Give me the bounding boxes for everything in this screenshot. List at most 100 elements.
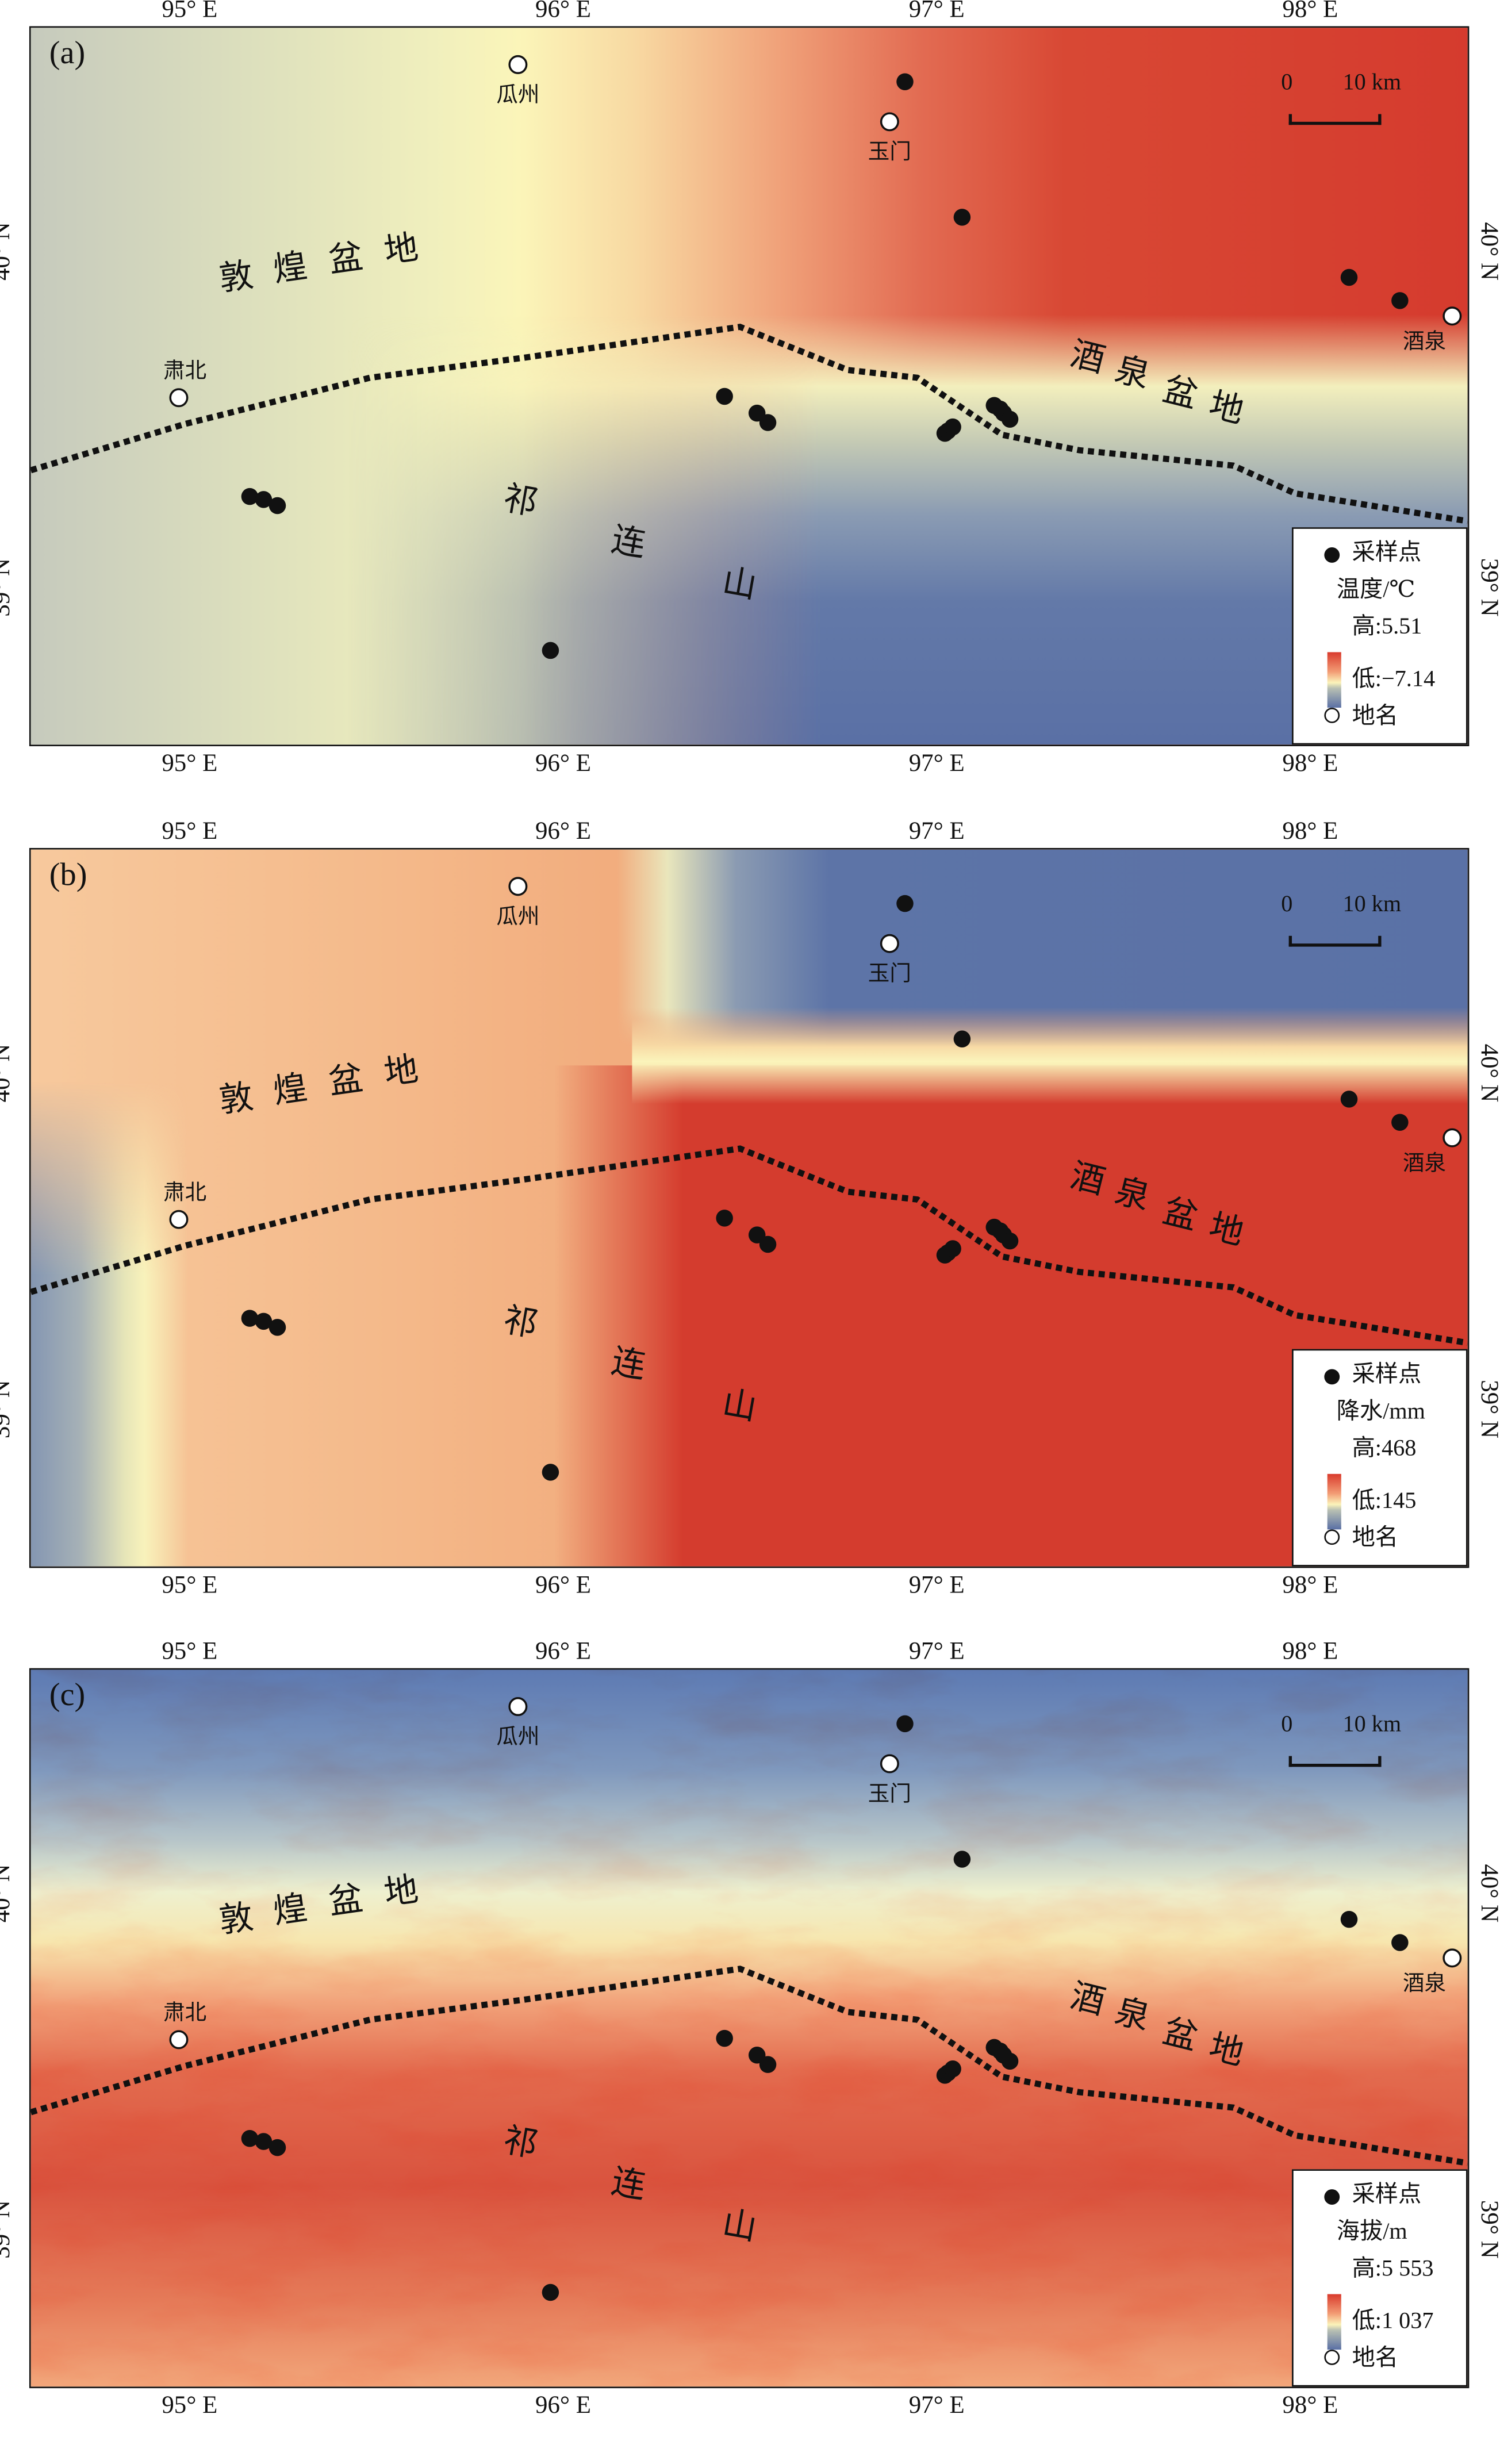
place-label: 肃北	[163, 1182, 207, 1206]
legend: 采样点 降水/mm 高:468 低:145 地名	[1292, 1349, 1468, 1567]
scale-bar-zero: 0	[1281, 892, 1293, 918]
basin-mountain-boundary-line	[30, 324, 1468, 524]
dunhuang-basin-label-char: 煌	[270, 1888, 310, 1931]
map-overlay	[30, 55, 1468, 659]
lon-tick-top-label: 97° E	[908, 0, 965, 24]
lon-tick-bottom-label: 95° E	[162, 1572, 218, 1599]
sample-point	[953, 209, 971, 226]
lon-tick-bottom-label: 95° E	[162, 2393, 218, 2419]
sample-point	[268, 497, 286, 515]
lon-tick-top-label: 96° E	[535, 1638, 592, 1665]
lon-tick-top-label: 98° E	[1282, 0, 1338, 24]
lat-tick-left-label: 39° N	[0, 2200, 16, 2259]
sample-point	[953, 1030, 971, 1047]
legend-place-icon	[1324, 707, 1340, 723]
lat-tick-right-label: 39° N	[1475, 558, 1500, 617]
lat-tick-right-label: 40° N	[1475, 1043, 1500, 1103]
place-label: 酒泉	[1402, 1973, 1447, 1997]
place-marker	[1443, 1948, 1462, 1968]
lon-tick-bottom-label: 96° E	[535, 1572, 592, 1599]
lat-tick-left-label: 40° N	[0, 222, 16, 281]
lat-tick-left-label: 40° N	[0, 1044, 16, 1103]
legend-place-label: 地名	[1352, 2346, 1399, 2371]
legend: 采样点 海拔/m 高:5 553 低:1 037 地名	[1292, 2169, 1468, 2387]
legend-sample-label: 采样点	[1352, 1363, 1422, 1388]
basin-mountain-boundary-line	[30, 1966, 1468, 2166]
lon-tick-bottom-label: 95° E	[162, 751, 218, 777]
sample-point	[896, 73, 914, 90]
dunhuang-basin-label-char: 敦	[216, 1077, 256, 1120]
sample-point	[944, 1240, 961, 1257]
place-label: 瓜州	[496, 906, 540, 930]
lat-tick-right-label: 40° N	[1475, 222, 1500, 281]
dunhuang-basin-label-char: 煌	[270, 1068, 310, 1111]
sample-point	[241, 488, 259, 505]
map-overlay	[30, 1697, 1468, 2301]
legend-place-icon	[1324, 1529, 1340, 1545]
dunhuang-basin-label-char: 敦	[216, 1897, 256, 1940]
legend-low-value: 低:1 037	[1352, 2309, 1434, 2335]
lon-tick-top-label: 98° E	[1282, 1638, 1338, 1665]
map-panel-b: 95° E 95° E 96° E 96° E 97° E 97° E 98° E 98° E…	[0, 819, 1500, 1643]
place-marker	[880, 1754, 899, 1774]
sample-point	[1391, 1114, 1409, 1131]
sample-point	[759, 414, 777, 431]
legend: 采样点 温度/℃ 高:5.51 低:−7.14 地名	[1292, 527, 1468, 745]
place-label: 瓜州	[496, 85, 540, 108]
elevation-terrain-texture	[30, 1669, 1468, 2387]
sample-point	[1340, 1910, 1358, 1928]
legend-place-icon	[1324, 2350, 1340, 2365]
lon-tick-top-label: 97° E	[908, 819, 965, 845]
place-label: 肃北	[163, 2002, 207, 2026]
lon-tick-bottom-label: 97° E	[908, 2393, 965, 2419]
legend-sample-point-icon	[1324, 1369, 1340, 1385]
legend-sample-label: 采样点	[1352, 2183, 1422, 2208]
sample-point	[542, 1464, 559, 1481]
place-label: 瓜州	[496, 1726, 540, 1750]
dunhuang-basin-label-char: 地	[381, 227, 421, 271]
dunhuang-basin-label-char: 地	[381, 1049, 421, 1092]
lon-tick-top-label: 97° E	[908, 1638, 965, 1665]
dunhuang-basin-label-char: 煌	[270, 245, 310, 289]
panel-label: (a)	[49, 33, 86, 71]
dunhuang-basin-label-char: 盆	[326, 236, 366, 280]
scale-bar	[1288, 1756, 1382, 1767]
scale-bar	[1288, 114, 1382, 125]
map-overlay	[30, 877, 1468, 1481]
sample-point	[716, 1210, 733, 1227]
map-panel-c: 95° E 95° E 96° E 96° E 97° E 97° E 98° E 98° E…	[0, 1638, 1500, 2463]
legend-variable-title: 温度/℃	[1336, 578, 1415, 603]
sample-point	[1001, 410, 1019, 428]
sample-point	[759, 2056, 777, 2073]
sample-point	[1391, 1934, 1409, 1951]
legend-low-value: 低:145	[1352, 1489, 1417, 1514]
legend-color-ramp	[1327, 652, 1341, 708]
place-marker	[169, 1210, 189, 1229]
lat-tick-left-label: 40° N	[0, 1864, 16, 1923]
place-marker	[169, 388, 189, 408]
lon-tick-bottom-label: 98° E	[1282, 1572, 1338, 1599]
legend-sample-point-icon	[1324, 547, 1340, 563]
panel-label: (b)	[49, 855, 87, 893]
sample-point	[255, 1312, 273, 1330]
sample-point	[716, 2029, 733, 2047]
legend-color-ramp	[1327, 1473, 1341, 1530]
sample-point	[255, 491, 273, 508]
panel-label: (c)	[49, 1676, 86, 1713]
place-marker	[169, 2030, 189, 2050]
scale-bar-zero: 0	[1281, 1713, 1293, 1738]
sample-point	[896, 1715, 914, 1733]
sample-point	[542, 642, 559, 659]
place-marker	[508, 877, 528, 896]
lon-tick-top-label: 96° E	[535, 0, 592, 24]
sample-point	[268, 2139, 286, 2156]
precipitation-surface-low	[616, 849, 1468, 1047]
sample-point	[542, 2283, 559, 2301]
sample-point	[241, 1310, 259, 1327]
sample-point	[759, 1235, 777, 1253]
map-frame: 瓜州 玉门 酒泉 肃北敦煌盆地酒泉盆地祁连山 (b) 0 10 km 采样点 降水/mm 高:46…	[29, 847, 1470, 1568]
scale-bar-label: 10 km	[1342, 1713, 1402, 1738]
legend-place-label: 地名	[1352, 1526, 1399, 1551]
place-label: 肃北	[163, 360, 207, 384]
